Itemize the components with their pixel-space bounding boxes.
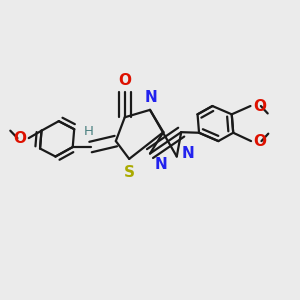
Text: S: S (124, 166, 135, 181)
Text: O: O (253, 98, 266, 113)
Text: N: N (154, 157, 167, 172)
Text: O: O (254, 134, 266, 148)
Text: H: H (84, 125, 94, 138)
Text: N: N (145, 90, 158, 105)
Text: N: N (182, 146, 194, 161)
Text: O: O (118, 73, 131, 88)
Text: O: O (13, 130, 26, 146)
